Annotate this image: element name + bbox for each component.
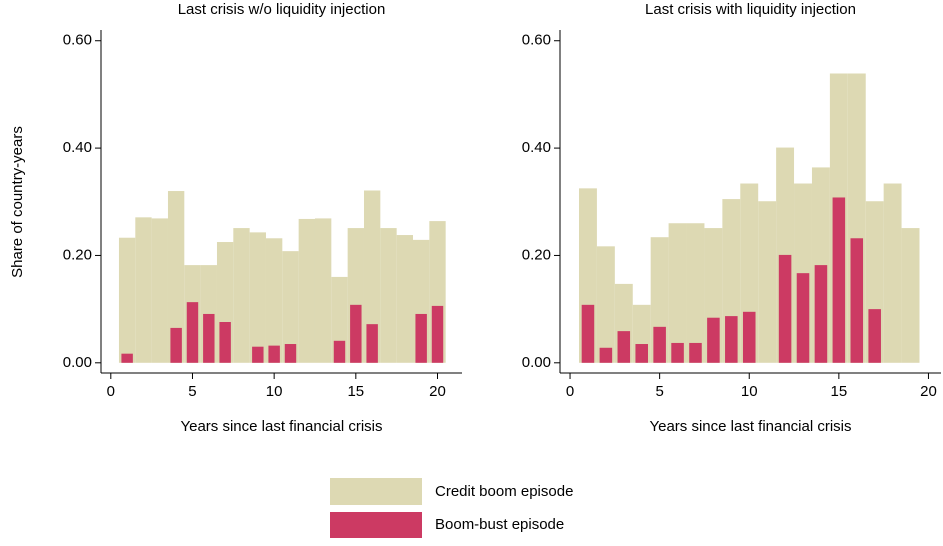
bar: [219, 322, 231, 363]
bar: [599, 347, 613, 363]
x-tick-label: 10: [266, 383, 283, 400]
bar: [758, 201, 777, 363]
x-tick-label: 5: [188, 383, 196, 400]
bar: [689, 342, 702, 363]
bar: [742, 311, 756, 363]
bar: [203, 313, 215, 363]
bar: [118, 237, 136, 363]
bar: [121, 353, 133, 363]
y-tick-label: 0.60: [522, 32, 551, 49]
bar: [596, 246, 615, 363]
bar: [653, 326, 666, 363]
bar: [868, 309, 881, 363]
y-tick-label: 0.20: [522, 246, 551, 263]
bar: [265, 238, 283, 363]
y-tick-label: 0.20: [63, 246, 92, 263]
bar: [284, 344, 297, 363]
bar: [431, 305, 444, 363]
bar: [617, 331, 631, 363]
bar: [778, 254, 792, 363]
legend-label: Boom-bust episode: [435, 516, 564, 533]
x-tick-label: 15: [347, 383, 364, 400]
bar: [581, 304, 595, 363]
bar: [850, 238, 864, 363]
x-tick-label: 0: [566, 383, 574, 400]
bar: [832, 197, 846, 363]
bar: [814, 265, 828, 363]
bar: [151, 218, 168, 363]
bar: [396, 235, 413, 363]
x-tick-label: 5: [655, 383, 663, 400]
bar: [883, 183, 902, 363]
y-tick-label: 0.40: [522, 139, 551, 156]
panel-title: Last crisis w/o liquidity injection: [178, 1, 386, 18]
legend-label: Credit boom episode: [435, 483, 573, 500]
bar: [668, 223, 687, 363]
bar: [363, 190, 381, 363]
bar: [707, 317, 720, 363]
bar: [380, 228, 397, 363]
x-tick-label: 15: [831, 383, 848, 400]
y-tick-label: 0.60: [63, 32, 92, 49]
y-axis-label: Share of country-years: [9, 126, 26, 278]
bar: [170, 327, 182, 363]
bar: [252, 346, 264, 363]
panel-title: Last crisis with liquidity injection: [645, 1, 856, 18]
bar: [796, 273, 810, 363]
bar: [635, 344, 648, 363]
legend-swatch: [330, 512, 422, 538]
bar: [135, 217, 152, 363]
bar: [298, 218, 315, 363]
x-axis-label: Years since last financial crisis: [180, 418, 382, 435]
bar: [725, 316, 738, 363]
bar: [366, 324, 378, 363]
bar: [249, 232, 266, 363]
bar: [167, 191, 185, 363]
bar: [333, 340, 346, 363]
x-tick-label: 0: [107, 383, 115, 400]
bar: [282, 251, 299, 363]
bar: [186, 302, 199, 363]
y-tick-label: 0.00: [522, 354, 551, 371]
y-tick-label: 0.00: [63, 354, 92, 371]
x-tick-label: 20: [920, 383, 937, 400]
bar: [233, 228, 250, 363]
bar: [350, 304, 362, 363]
bar: [314, 218, 332, 363]
bar: [268, 345, 280, 363]
x-axis-label: Years since last financial crisis: [649, 418, 851, 435]
x-tick-label: 20: [429, 383, 446, 400]
bar: [671, 342, 684, 363]
legend-swatch: [330, 478, 422, 505]
bar: [415, 313, 427, 363]
x-tick-label: 10: [741, 383, 758, 400]
y-tick-label: 0.40: [63, 139, 92, 156]
bar: [901, 228, 920, 363]
bar: [686, 223, 705, 363]
